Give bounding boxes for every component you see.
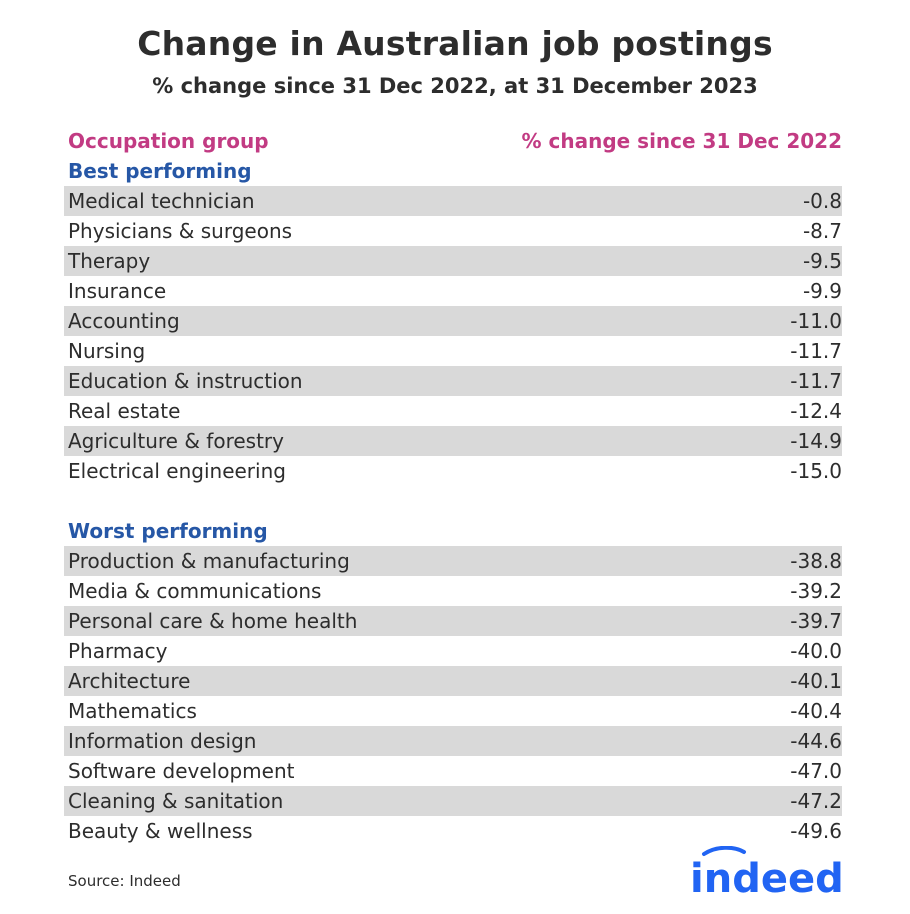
- table-header: Occupation group % change since 31 Dec 2…: [64, 126, 842, 156]
- row-value: -40.1: [790, 669, 842, 693]
- table-row: Cleaning & sanitation -47.2: [64, 786, 842, 816]
- row-label: Real estate: [68, 399, 181, 423]
- row-value: -0.8: [802, 189, 842, 213]
- row-value: -14.9: [790, 429, 842, 453]
- row-label: Cleaning & sanitation: [68, 789, 284, 813]
- row-value: -9.5: [802, 249, 842, 273]
- row-label: Pharmacy: [68, 639, 168, 663]
- row-value: -11.0: [790, 309, 842, 333]
- table-row: Mathematics -40.4: [64, 696, 842, 726]
- table-row: Media & communications -39.2: [64, 576, 842, 606]
- row-value: -40.0: [790, 639, 842, 663]
- row-label: Nursing: [68, 339, 146, 363]
- row-value: -38.8: [790, 549, 842, 573]
- row-value: -47.2: [790, 789, 842, 813]
- row-label: Software development: [68, 759, 295, 783]
- table-row: Agriculture & forestry -14.9: [64, 426, 842, 456]
- source-note: Source: Indeed: [68, 872, 181, 890]
- table-row: Therapy -9.5: [64, 246, 842, 276]
- row-label: Insurance: [68, 279, 167, 303]
- table-row: Software development -47.0: [64, 756, 842, 786]
- row-label: Architecture: [68, 669, 191, 693]
- table-body: Best performing Medical technician -0.8 Phy…: [64, 156, 842, 846]
- row-label: Production & manufacturing: [68, 549, 350, 573]
- row-value: -11.7: [790, 369, 842, 393]
- row-value: -12.4: [790, 399, 842, 423]
- row-value: -47.0: [790, 759, 842, 783]
- row-label: Physicians & surgeons: [68, 219, 293, 243]
- row-label: Mathematics: [68, 699, 197, 723]
- row-label: Education & instruction: [68, 369, 303, 393]
- row-label: Therapy: [68, 249, 151, 273]
- row-value: -39.2: [790, 579, 842, 603]
- row-label: Beauty & wellness: [68, 819, 253, 843]
- table-row: Real estate -12.4: [64, 396, 842, 426]
- section-heading: Best performing: [68, 159, 252, 183]
- row-label: Media & communications: [68, 579, 322, 603]
- row-value: -9.9: [802, 279, 842, 303]
- table-row: Personal care & home health -39.7: [64, 606, 842, 636]
- table-row: Physicians & surgeons -8.7: [64, 216, 842, 246]
- table-row: Education & instruction -11.7: [64, 366, 842, 396]
- table-row: Medical technician -0.8: [64, 186, 842, 216]
- table-row: Nursing -11.7: [64, 336, 842, 366]
- logo-swoosh: [702, 846, 746, 856]
- header-percent-change: % change since 31 Dec 2022: [521, 129, 843, 153]
- logo-wordmark: indeed: [690, 856, 844, 898]
- row-value: -44.6: [790, 729, 842, 753]
- row-label: Medical technician: [68, 189, 255, 213]
- row-label: Agriculture & forestry: [68, 429, 284, 453]
- section-spacer: [64, 486, 842, 516]
- postings-table: Occupation group % change since 31 Dec 2…: [64, 126, 842, 846]
- row-label: Personal care & home health: [68, 609, 358, 633]
- section-heading: Worst performing: [68, 519, 268, 543]
- row-value: -15.0: [790, 459, 842, 483]
- row-value: -11.7: [790, 339, 842, 363]
- row-value: -39.7: [790, 609, 842, 633]
- row-value: -8.7: [802, 219, 842, 243]
- table-row: Electrical engineering -15.0: [64, 456, 842, 486]
- table-row: Pharmacy -40.0: [64, 636, 842, 666]
- row-value: -49.6: [790, 819, 842, 843]
- row-label: Electrical engineering: [68, 459, 286, 483]
- row-value: -40.4: [790, 699, 842, 723]
- indeed-logo: indeed: [690, 846, 844, 898]
- table-row: Information design -44.6: [64, 726, 842, 756]
- table-row: Accounting -11.0: [64, 306, 842, 336]
- row-label: Accounting: [68, 309, 180, 333]
- header-occupation-group: Occupation group: [68, 129, 269, 153]
- table-row: Architecture -40.1: [64, 666, 842, 696]
- table-row: Production & manufacturing -38.8: [64, 546, 842, 576]
- chart-subtitle: % change since 31 Dec 2022, at 31 Decemb…: [152, 74, 758, 98]
- table-row: Insurance -9.9: [64, 276, 842, 306]
- row-label: Information design: [68, 729, 257, 753]
- table-row: Beauty & wellness -49.6: [64, 816, 842, 846]
- chart-title: Change in Australian job postings: [137, 24, 773, 63]
